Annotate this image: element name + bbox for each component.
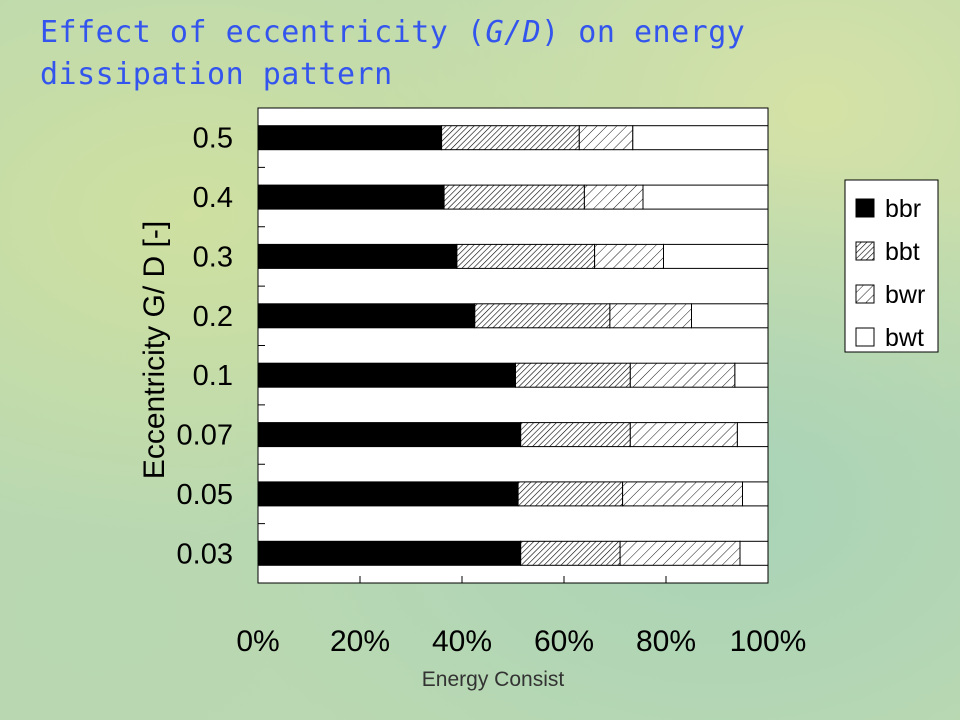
- bar-segment-bwr: [629, 362, 736, 388]
- bar-segment-bwt: [739, 540, 769, 566]
- bar-segment-bbt: [517, 481, 624, 507]
- bar-segment-bwr: [583, 184, 644, 210]
- axis-layer: 0% 20% 40% 60% 80% 100% 0.5 0.4 0.3 0.2 0.1 0.07 0.0…: [138, 123, 806, 691]
- legend-label-bwr: bwr: [885, 281, 925, 309]
- x-axis-title: Energy Consist: [422, 668, 565, 691]
- bar-segment-bbr: [257, 125, 443, 151]
- bar-segment-bbr: [257, 243, 458, 269]
- y-axis-title: Eccentricity G/ D [-]: [138, 221, 171, 479]
- bar-segment-bbt: [443, 184, 585, 210]
- bar-segment-bbt: [456, 243, 596, 269]
- bar-segment-bbt: [520, 422, 631, 448]
- title-italic-gd: G/D: [485, 15, 542, 50]
- title-part-2: ) on energy dissipation pattern: [40, 15, 746, 92]
- y-tick-label: 0.03: [177, 538, 233, 570]
- bar-segment-bwt: [736, 422, 769, 448]
- y-tick-label: 0.1: [193, 360, 233, 392]
- bar-segment-bwr: [594, 243, 664, 269]
- bar-segment-bwt: [632, 125, 769, 151]
- x-tick-label: 0%: [236, 625, 279, 658]
- bar-segment-bbr: [257, 422, 522, 448]
- bar-segment-bwt: [734, 362, 769, 388]
- slide-title: Effect of eccentricity (G/D) on energy d…: [40, 12, 940, 96]
- bar-segment-bbt: [515, 362, 631, 388]
- bars-layer: [257, 125, 769, 566]
- bar-segment-bbr: [257, 540, 522, 566]
- y-tick-label: 0.07: [177, 420, 233, 452]
- bar-segment-bwt: [691, 303, 769, 329]
- bar-segment-bwr: [629, 422, 738, 448]
- title-part-1: Effect of eccentricity (: [40, 15, 486, 50]
- y-tick-label: 0.5: [193, 123, 233, 155]
- bar-segment-bbt: [474, 303, 611, 329]
- x-tick-label: 100%: [730, 625, 807, 658]
- legend-swatch-bwt: [855, 327, 875, 347]
- y-tick-label: 0.4: [193, 182, 233, 214]
- legend-label-bwt: bwt: [885, 324, 924, 352]
- y-tick-label: 0.3: [193, 241, 233, 273]
- y-tick-label: 0.05: [177, 479, 233, 511]
- bar-segment-bbr: [257, 481, 519, 507]
- bar-segment-bwt: [663, 243, 769, 269]
- bar-segment-bbr: [257, 303, 476, 329]
- bar-segment-bwr: [609, 303, 693, 329]
- bar-segment-bbt: [520, 540, 621, 566]
- x-tick-label: 40%: [432, 625, 492, 658]
- bar-segment-bwr: [619, 540, 741, 566]
- legend: bbr bbt bwr bwt: [844, 179, 939, 353]
- bar-segment-bwt: [642, 184, 769, 210]
- x-tick-label: 80%: [636, 625, 696, 658]
- bar-segment-bbt: [441, 125, 580, 151]
- legend-swatch-bbr: [855, 198, 875, 218]
- legend-label-bbr: bbr: [885, 195, 921, 223]
- legend-label-bbt: bbt: [885, 238, 920, 266]
- y-tick-label: 0.2: [193, 301, 233, 333]
- legend-swatch-bbt: [855, 241, 875, 261]
- legend-swatch-bwr: [855, 284, 875, 304]
- bar-segment-bwr: [578, 125, 634, 151]
- bar-segment-bbr: [257, 362, 516, 388]
- bar-segment-bbr: [257, 184, 445, 210]
- plot-area: [257, 107, 769, 584]
- x-tick-label: 20%: [330, 625, 390, 658]
- bar-segment-bwr: [622, 481, 743, 507]
- x-tick-label: 60%: [534, 625, 594, 658]
- bar-segment-bwt: [742, 481, 769, 507]
